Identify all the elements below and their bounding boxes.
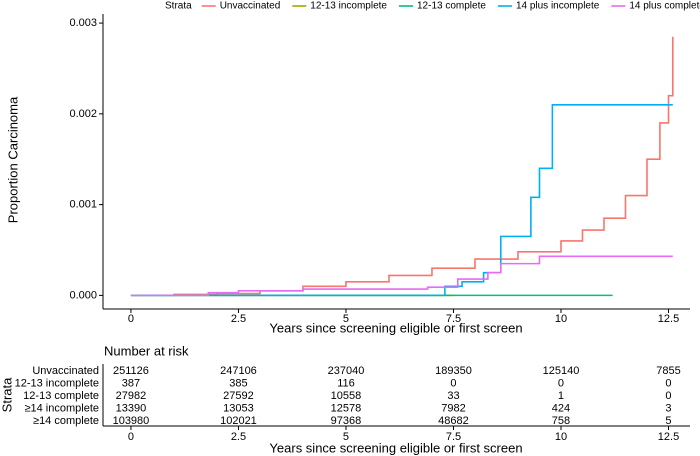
table-cell: 385	[229, 377, 247, 389]
table-x-tick-label: 10	[555, 431, 567, 443]
table-cell: 10558	[331, 390, 362, 402]
table-cell: 0	[665, 390, 671, 402]
x-axis-label: Years since screening eligible or first …	[269, 320, 522, 335]
table-cell: 12578	[331, 402, 362, 414]
table-cell: 33	[447, 390, 459, 402]
table-cell: 116	[337, 377, 355, 389]
table-title: Number at risk	[104, 343, 189, 358]
x-tick-label: 5	[343, 313, 349, 325]
table-cell: 758	[552, 415, 570, 427]
table-x-tick-label: 5	[343, 431, 349, 443]
table-cell: 0	[665, 377, 671, 389]
table-x-tick-label: 2.5	[231, 431, 246, 443]
table-cell: 237040	[328, 365, 365, 377]
legend-label: 12-13 complete	[417, 1, 486, 12]
y-tick-label: 0.002	[69, 108, 97, 120]
table-row-label: ≥14 complete	[33, 415, 99, 427]
table-cell: 387	[122, 377, 140, 389]
table-cell: 125140	[543, 365, 580, 377]
table-cell: 1	[558, 390, 564, 402]
table-cell: 251126	[113, 365, 149, 377]
y-axis-label: Proportion Carcinoma	[5, 96, 20, 223]
x-tick-label: 0	[128, 313, 134, 325]
table-x-tick-label: 7.5	[446, 431, 461, 443]
x-tick-label: 10	[555, 313, 567, 325]
x-tick-label: 2.5	[231, 313, 246, 325]
legend-label: Unvaccinated	[220, 1, 281, 12]
table-y-label: Strata	[0, 377, 14, 412]
table-cell: 3	[665, 402, 671, 414]
table-cell: 97368	[331, 415, 362, 427]
y-tick-label: 0.003	[69, 17, 97, 29]
table-cell: 27982	[116, 390, 147, 402]
step-line	[130, 255, 673, 297]
table-cell: 189350	[435, 365, 472, 377]
table-x-tick-label: 12.5	[658, 431, 679, 443]
table-cell: 27592	[223, 390, 254, 402]
table-cell: 7855	[656, 365, 680, 377]
legend-label: 14 plus complete	[629, 1, 700, 12]
table-cell: 48682	[438, 415, 469, 427]
table-cell: 103980	[113, 415, 150, 427]
y-tick-label: 0.001	[69, 199, 97, 211]
table-cell: 13053	[223, 402, 254, 414]
step-line	[130, 103, 673, 297]
table-cell: 424	[552, 402, 570, 414]
table-row-label: ≥14 incomplete	[24, 402, 99, 414]
step-line	[130, 36, 674, 297]
y-tick-label: 0.000	[69, 289, 97, 301]
table-row-label: 12-13 complete	[23, 390, 99, 402]
table-x-label: Years since screening eligible or first …	[269, 440, 522, 455]
table-cell: 102021	[220, 415, 257, 427]
table-cell: 7982	[441, 402, 465, 414]
table-cell: 0	[450, 377, 456, 389]
legend-label: 12-13 incomplete	[310, 1, 387, 12]
table-cell: 0	[558, 377, 564, 389]
legend-label: 14 plus incomplete	[516, 1, 600, 12]
table-cell: 13390	[116, 402, 147, 414]
table-cell: 247106	[220, 365, 257, 377]
table-row-label: Unvaccinated	[32, 365, 99, 377]
table-row-label: 12-13 incomplete	[15, 377, 99, 389]
table-x-tick-label: 0	[128, 431, 134, 443]
table-cell: 5	[665, 415, 671, 427]
legend-title: Strata	[165, 1, 192, 12]
x-tick-label: 12.5	[658, 313, 679, 325]
x-tick-label: 7.5	[446, 313, 461, 325]
